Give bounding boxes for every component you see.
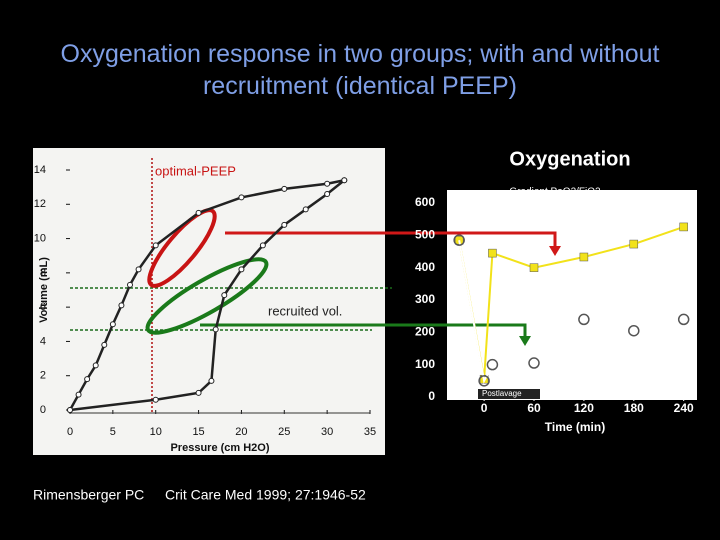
point (578, 313, 590, 326)
annotation: Postlavage (482, 389, 522, 398)
y-tick-label: 6 (40, 301, 46, 313)
y-tick-label: 100 (415, 357, 435, 371)
point (281, 185, 288, 192)
point (628, 324, 640, 337)
point (324, 180, 331, 187)
y-tick-label: 8 (40, 267, 46, 279)
citation-journal: Crit Care Med 1999; 27:1946-52 (165, 487, 366, 503)
arrow (225, 231, 557, 248)
y-tick-label: 500 (415, 228, 435, 242)
point (579, 252, 589, 262)
annotation: optimal-PEEP (155, 163, 236, 178)
y-tick-label: 0 (428, 389, 435, 403)
point (238, 194, 245, 201)
citation-author: Rimensberger PC (33, 487, 144, 503)
point (152, 242, 159, 249)
x-tick-label: 10 (150, 426, 162, 438)
y-tick-label: 2 (40, 370, 46, 382)
point (453, 234, 465, 246)
y-tick-label: 12 (34, 198, 46, 210)
x-tick-label: 0 (67, 426, 73, 438)
plot-background (33, 148, 385, 455)
point (324, 191, 331, 197)
point (195, 209, 202, 216)
point (529, 263, 539, 272)
chart-subtitle: Gradient PaO2/FiO2 (509, 187, 601, 198)
point (528, 357, 540, 369)
point (212, 326, 219, 333)
x-tick-label: 5 (110, 426, 116, 438)
point (92, 362, 99, 369)
x-tick-label: 0 (481, 401, 488, 415)
x-tick-label: 35 (364, 426, 376, 438)
y-tick-label: 10 (34, 232, 46, 244)
point (238, 266, 245, 273)
point (101, 341, 108, 348)
point (302, 206, 309, 213)
y-tick-label: 200 (415, 325, 435, 339)
y-tick-label: 600 (415, 195, 435, 209)
point (135, 266, 142, 273)
point (679, 222, 688, 232)
point (208, 377, 215, 384)
point (195, 389, 202, 396)
slide-title: Oxygenation response in two groups; with… (60, 40, 660, 100)
x-tick-label: 30 (321, 426, 333, 438)
series-line (458, 240, 684, 384)
highlight-ellipse (147, 208, 217, 288)
annotation: recruited vol. (268, 303, 342, 318)
y-tick-label: 4 (40, 335, 46, 347)
arrow (200, 323, 527, 338)
point (127, 281, 133, 288)
y-tick-label: 300 (415, 292, 435, 306)
x-tick-label: 180 (624, 401, 644, 415)
y-tick-label: 0 (40, 404, 46, 416)
point (488, 248, 497, 258)
point (152, 396, 159, 403)
x-tick-label: 120 (574, 401, 594, 415)
x-tick-label: 25 (278, 426, 290, 438)
x-axis-label: Time (min) (545, 420, 605, 434)
point (486, 358, 499, 371)
arrow-head (549, 246, 561, 256)
arrow-head (519, 336, 531, 346)
highlight-ellipse (145, 257, 269, 335)
point (118, 302, 125, 309)
chart-title: Oxygenation (509, 148, 630, 170)
x-tick-label: 240 (674, 401, 694, 415)
point (259, 242, 266, 249)
y-tick-label: 14 (34, 164, 46, 176)
point (281, 221, 288, 228)
point (677, 313, 690, 326)
series-line (69, 179, 346, 412)
point (75, 391, 82, 398)
x-tick-label: 60 (527, 401, 541, 415)
y-tick-label: 400 (415, 260, 435, 274)
point (221, 292, 228, 299)
point (478, 375, 490, 387)
point (84, 376, 91, 383)
point (341, 177, 348, 184)
point (629, 239, 639, 249)
point (109, 321, 116, 328)
x-tick-label: 15 (192, 426, 204, 438)
point (67, 407, 73, 413)
y-axis-label: Volume (mL) (38, 257, 50, 323)
x-axis-label: Pressure (cm H2O) (170, 442, 269, 454)
annotation-box (478, 389, 540, 399)
x-tick-label: 20 (235, 426, 247, 438)
